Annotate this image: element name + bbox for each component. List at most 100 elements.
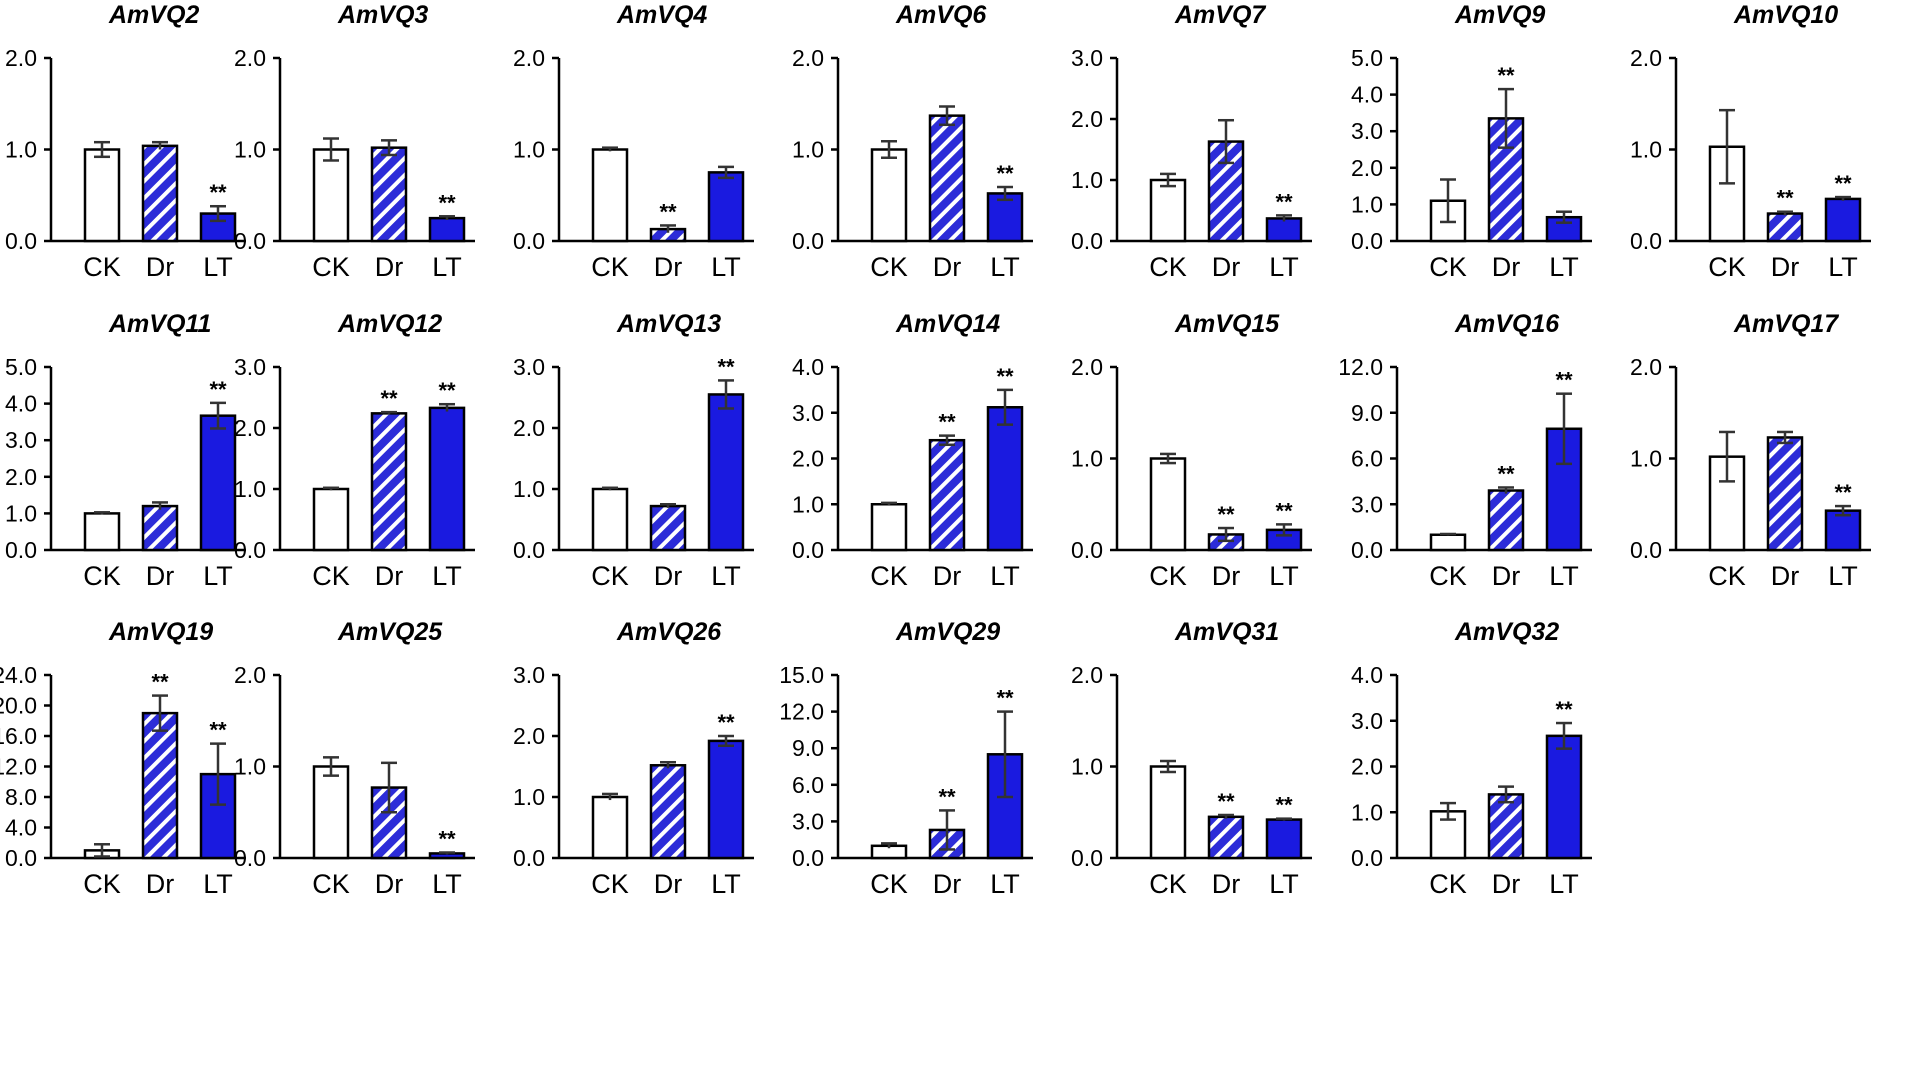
category-label: Dr bbox=[1212, 561, 1241, 591]
category-label: Dr bbox=[1771, 252, 1800, 282]
y-tick-label: 0.0 bbox=[1071, 228, 1103, 254]
y-tick-label: 6.0 bbox=[1351, 446, 1383, 472]
bar-dr bbox=[649, 504, 687, 552]
category-label: Dr bbox=[375, 561, 404, 591]
category-label: CK bbox=[312, 561, 350, 591]
category-label: Dr bbox=[375, 252, 404, 282]
y-tick-label: 3.0 bbox=[792, 400, 824, 426]
panel-title: AmVQ15 bbox=[1174, 310, 1280, 338]
y-tick-label: 0.0 bbox=[5, 845, 37, 871]
panel-amvq3: AmVQ3 0.0 1.0 2.0 CK Dr ** LT bbox=[234, 1, 475, 282]
category-label: LT bbox=[990, 252, 1020, 282]
significance-label: ** bbox=[209, 180, 227, 205]
bar-ck bbox=[591, 487, 629, 552]
category-label: CK bbox=[312, 869, 350, 899]
category-label: CK bbox=[1429, 869, 1467, 899]
bar-lt bbox=[1824, 509, 1862, 552]
category-label: LT bbox=[432, 561, 462, 591]
bar-dr bbox=[1207, 815, 1245, 860]
significance-label: ** bbox=[1555, 697, 1573, 722]
y-tick-label: 1.0 bbox=[1071, 167, 1103, 193]
category-label: CK bbox=[591, 561, 629, 591]
significance-label: ** bbox=[209, 718, 227, 743]
category-label: Dr bbox=[375, 869, 404, 899]
y-tick-label: 1.0 bbox=[513, 784, 545, 810]
y-tick-label: 9.0 bbox=[792, 735, 824, 761]
significance-label: ** bbox=[1497, 461, 1515, 486]
bar-ck bbox=[1429, 810, 1467, 860]
significance-label: ** bbox=[938, 784, 956, 809]
category-label: LT bbox=[432, 869, 462, 899]
category-label: CK bbox=[83, 252, 121, 282]
bar-ck bbox=[1149, 178, 1187, 243]
significance-label: ** bbox=[151, 670, 169, 695]
category-label: Dr bbox=[933, 252, 962, 282]
significance-label: ** bbox=[1275, 189, 1293, 214]
bar-ck bbox=[312, 765, 350, 860]
panel-amvq10: AmVQ10 0.0 1.0 2.0 CK ** Dr ** LT bbox=[1630, 1, 1871, 282]
panel-title: AmVQ6 bbox=[895, 1, 987, 29]
bar-dr bbox=[1487, 117, 1525, 243]
y-tick-label: 0.0 bbox=[1071, 845, 1103, 871]
category-label: LT bbox=[1828, 561, 1858, 591]
y-tick-label: 2.0 bbox=[513, 415, 545, 441]
y-tick-label: 2.0 bbox=[234, 415, 266, 441]
y-tick-label: 1.0 bbox=[234, 754, 266, 780]
category-label: Dr bbox=[1212, 252, 1241, 282]
significance-label: ** bbox=[996, 161, 1014, 186]
category-label: LT bbox=[1269, 252, 1299, 282]
category-label: CK bbox=[1429, 252, 1467, 282]
y-tick-label: 5.0 bbox=[1351, 45, 1383, 71]
y-tick-label: 0.0 bbox=[5, 537, 37, 563]
bar-lt bbox=[707, 739, 745, 860]
bar-ck bbox=[870, 503, 908, 552]
category-label: CK bbox=[870, 869, 908, 899]
bar-dr bbox=[649, 764, 687, 860]
significance-label: ** bbox=[209, 377, 227, 402]
panel-title: AmVQ7 bbox=[1174, 1, 1266, 29]
bar-ck bbox=[1149, 765, 1187, 860]
y-tick-label: 0.0 bbox=[5, 228, 37, 254]
category-label: LT bbox=[1828, 252, 1858, 282]
panel-amvq29: AmVQ29 0.0 3.0 6.0 9.0 12.0 15.0 CK ** Dr ** LT bbox=[779, 618, 1033, 899]
category-label: CK bbox=[1149, 252, 1187, 282]
category-label: CK bbox=[1708, 252, 1746, 282]
y-tick-label: 0.0 bbox=[792, 228, 824, 254]
y-tick-label: 1.0 bbox=[513, 137, 545, 163]
bar-ck bbox=[870, 148, 908, 243]
bar-lt bbox=[428, 406, 466, 552]
y-tick-label: 0.0 bbox=[513, 228, 545, 254]
significance-label: ** bbox=[438, 827, 456, 852]
panel-title: AmVQ3 bbox=[337, 1, 428, 29]
panel-amvq17: AmVQ17 0.0 1.0 2.0 CK Dr ** LT bbox=[1630, 310, 1871, 591]
y-tick-label: 3.0 bbox=[513, 354, 545, 380]
category-label: LT bbox=[1549, 561, 1579, 591]
y-tick-label: 24.0 bbox=[0, 662, 37, 688]
significance-label: ** bbox=[1497, 63, 1515, 88]
y-tick-label: 8.0 bbox=[5, 784, 37, 810]
panel-amvq6: AmVQ6 0.0 1.0 2.0 CK Dr ** LT bbox=[792, 1, 1033, 282]
panel-title: AmVQ10 bbox=[1733, 1, 1838, 29]
y-tick-label: 15.0 bbox=[779, 662, 824, 688]
y-tick-label: 2.0 bbox=[1071, 106, 1103, 132]
panel-title: AmVQ16 bbox=[1454, 310, 1560, 338]
panel-title: AmVQ2 bbox=[108, 1, 199, 29]
panel-title: AmVQ29 bbox=[895, 618, 1000, 646]
bar-dr bbox=[928, 438, 966, 552]
y-tick-label: 0.0 bbox=[1351, 228, 1383, 254]
significance-label: ** bbox=[438, 190, 456, 215]
category-label: CK bbox=[83, 869, 121, 899]
y-tick-label: 0.0 bbox=[1351, 537, 1383, 563]
y-tick-label: 0.0 bbox=[792, 537, 824, 563]
category-label: Dr bbox=[146, 252, 175, 282]
category-label: CK bbox=[1149, 561, 1187, 591]
y-tick-label: 2.0 bbox=[792, 45, 824, 71]
y-tick-label: 1.0 bbox=[792, 491, 824, 517]
significance-label: ** bbox=[1217, 502, 1235, 527]
category-label: Dr bbox=[1212, 869, 1241, 899]
bar-lt bbox=[707, 171, 745, 243]
panel-amvq2: AmVQ2 0.0 1.0 2.0 CK Dr ** LT bbox=[5, 1, 246, 282]
y-tick-label: 1.0 bbox=[792, 137, 824, 163]
y-tick-label: 3.0 bbox=[234, 354, 266, 380]
y-tick-label: 0.0 bbox=[1630, 228, 1662, 254]
